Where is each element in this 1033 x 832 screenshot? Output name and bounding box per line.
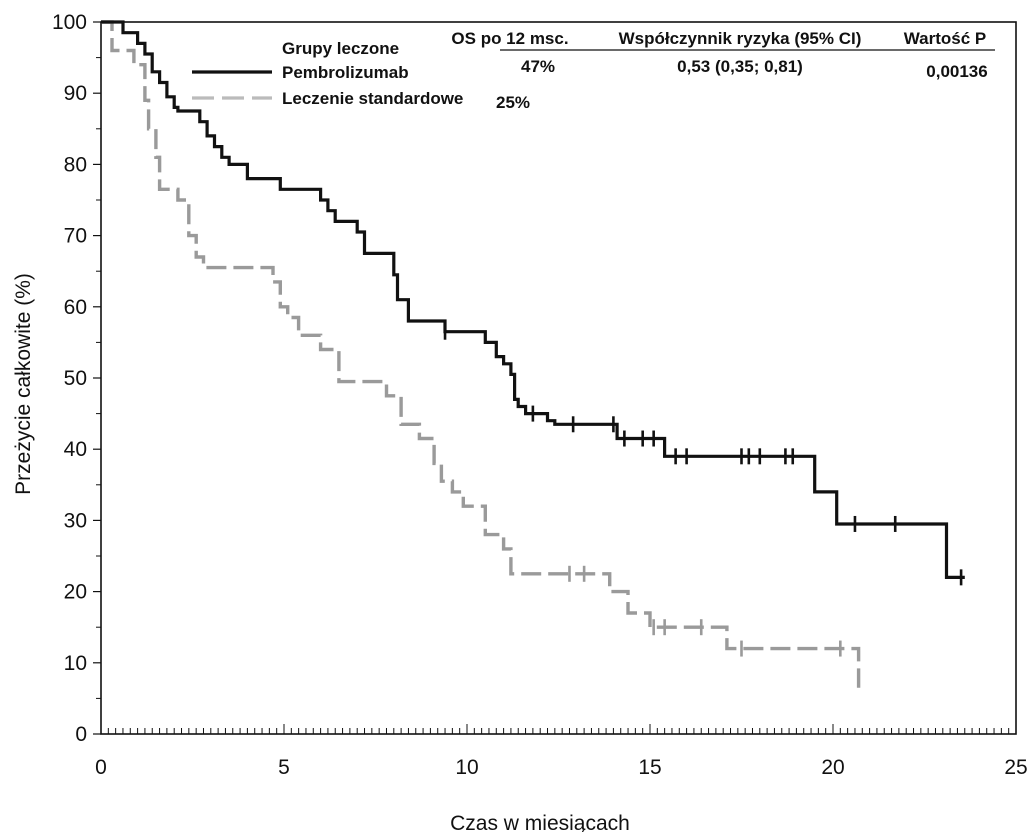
x-tick-label: 0 [95,756,107,779]
table-cell-os-standard: 25% [496,93,530,112]
y-tick-label: 60 [64,296,87,319]
x-tick-label: 15 [638,756,661,779]
y-tick-label: 70 [64,225,87,248]
y-tick-label: 20 [64,581,87,604]
x-tick-label: 20 [821,756,844,779]
table-header-os: OS po 12 msc. [451,29,568,48]
plot-frame [100,21,1017,735]
y-tick-label: 30 [64,509,87,532]
y-tick-label: 10 [64,652,87,675]
table-header-p: Wartość P [904,29,987,48]
x-tick-label: 25 [1004,756,1027,779]
x-tick-label: 5 [278,756,290,779]
legend-entry-pembrolizumab: Pembrolizumab [282,63,409,82]
y-axis-title: Przeżycie całkowite (%) [12,273,35,495]
x-axis-title: Czas w miesiącach [450,812,630,832]
curves [101,20,965,688]
axes [100,21,1017,735]
y-tick-label: 0 [75,723,87,746]
y-tick-label: 90 [64,82,87,105]
table-cell-os-pembrolizumab: 47% [521,57,555,76]
table-cell-p: 0,00136 [926,62,987,81]
y-tick-label: 100 [52,11,87,34]
y-tick-label: 80 [64,153,87,176]
y-tick-label: 50 [64,367,87,390]
results-table: OS po 12 msc. Współczynnik ryzyka (95% C… [451,29,995,112]
x-tick-label: 10 [455,756,478,779]
ticks: 0 5 10 15 20 25 0 10 20 30 40 50 60 70 80 90 100 [52,11,1028,779]
table-header-hr: Współczynnik ryzyka (95% CI) [619,29,862,48]
table-cell-hr: 0,53 (0,35; 0,81) [677,57,803,76]
censor-marks [443,323,963,657]
curve-standard [101,20,861,688]
curve-pembrolizumab [101,20,965,579]
y-tick-label: 40 [64,438,87,461]
legend-title: Grupy leczone [282,39,399,58]
legend-entry-standard: Leczenie standardowe [282,89,463,108]
legend: Grupy leczone Pembrolizumab Leczenie sta… [192,39,463,108]
